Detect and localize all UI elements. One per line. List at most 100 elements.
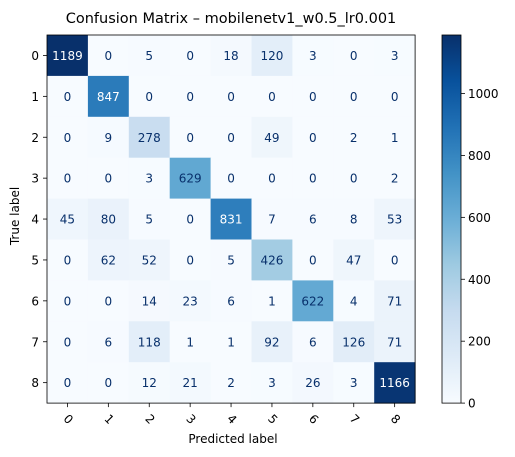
y-axis-ticks: 0 1 2 3 4 5 6 7 8 [31,49,47,390]
x-tick-label: 4 [224,412,239,427]
cell-value-label: 53 [387,213,402,227]
cell-value-label: 5 [145,49,153,63]
cell-value-label: 1 [227,335,235,349]
heatmap-cell [333,239,375,281]
heatmap-cell [333,157,375,200]
cell-value-label: 120 [260,49,283,63]
chart-title: Confusion Matrix – mobilenetv1_w0.5_lr0.… [66,11,397,27]
heatmap-cell [292,75,334,118]
heatmap-cell [251,35,293,77]
heatmap-cell [87,116,130,159]
cell-value-label: 0 [309,131,317,145]
cell-value-label: 2 [350,131,358,145]
heatmap-cell [169,157,212,200]
heatmap-cell [374,239,416,281]
x-tick-label: 8 [388,412,403,427]
cell-value-label: 7 [268,213,276,227]
heatmap-cell [251,362,293,404]
cell-value-label: 0 [227,131,235,145]
cell-value-label: 0 [64,253,72,267]
heatmap-cell [128,239,171,281]
heatmap-cell [210,157,252,200]
heatmap-cell [292,157,334,200]
heatmap-cell [87,157,130,200]
cell-value-label: 0 [64,335,72,349]
cell-value-label: 3 [391,49,399,63]
cell-value-label: 0 [309,172,317,186]
cell-value-label: 47 [346,253,361,267]
cell-value-label: 0 [64,90,72,104]
heatmap-cell [251,75,293,118]
cell-value-label: 9 [105,131,113,145]
cell-value-label: 0 [186,131,194,145]
y-tick-label: 1 [31,90,39,104]
heatmap-cell [169,198,212,240]
heatmap-cell [47,35,89,77]
heatmap-cell [374,198,416,240]
cell-value-label: 0 [186,253,194,267]
heatmap-cell [169,35,212,77]
cell-value-label: 1166 [379,376,410,390]
heatmap-cell [374,35,416,77]
cell-value-label: 26 [305,376,320,390]
heatmap-cell [210,35,252,77]
cell-value-label: 278 [138,131,161,145]
cell-value-label: 0 [350,90,358,104]
cell-value-label: 426 [260,253,283,267]
cell-value-label: 0 [227,90,235,104]
colorbar-tick-label: 1000 [468,87,499,101]
cell-value-label: 5 [227,253,235,267]
heatmap-cell [292,35,334,77]
heatmap-cell [333,116,375,159]
heatmap-cell [333,35,375,77]
colorbar: 0 200 400 600 800 1000 [441,34,499,411]
heatmap-cell [210,362,252,404]
heatmap-cell [210,198,252,240]
cell-value-label: 1 [186,335,194,349]
cell-value-label: 8 [350,213,358,227]
cell-value-label: 52 [142,253,157,267]
cell-value-label: 629 [179,172,202,186]
cell-value-label: 1 [268,294,276,308]
heatmap-cell [210,75,252,118]
x-tick-label: 6 [306,412,321,427]
cell-value-label: 0 [309,90,317,104]
heatmap-cell [374,75,416,118]
x-tick-label: 3 [183,412,198,427]
heatmap-cell [128,35,171,77]
heatmap-cell [210,280,252,322]
cell-value-label: 49 [264,131,279,145]
cell-value-label: 0 [227,172,235,186]
heatmap-cell [374,157,416,200]
heatmap-cell [47,157,89,200]
heatmap-cell [374,321,416,363]
y-tick-label: 0 [31,49,39,63]
y-tick-label: 2 [31,131,39,145]
cell-value-label: 1 [391,131,399,145]
heatmap-cell [292,280,334,322]
cell-value-label: 3 [309,49,317,63]
x-tick-label: 2 [142,412,157,427]
heatmap-cell [333,198,375,240]
heatmap-cell [128,116,171,159]
cell-value-label: 18 [223,49,238,63]
cell-value-label: 6 [227,294,235,308]
heatmap-cell [292,239,334,281]
heatmap-cell [128,75,171,118]
cell-value-label: 0 [105,294,113,308]
heatmap-cell [87,198,130,240]
y-axis-label: True label [8,187,22,246]
heatmap-cell [169,116,212,159]
heatmap-cell [333,75,375,118]
heatmap-cell [169,239,212,281]
x-axis-label: Predicted label [188,432,277,446]
heatmap-cell [47,239,89,281]
cell-value-label: 0 [186,90,194,104]
heatmap-cell [169,362,212,404]
heatmap-cell [87,321,130,363]
cell-value-label: 62 [101,253,116,267]
cell-value-label: 0 [186,213,194,227]
cell-value-label: 0 [64,131,72,145]
cell-value-label: 0 [64,172,72,186]
heatmap-cell [374,280,416,322]
